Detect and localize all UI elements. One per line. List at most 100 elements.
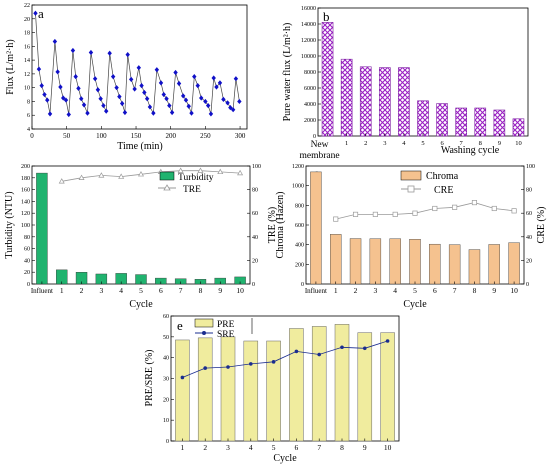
flux-point-diamond xyxy=(70,47,76,54)
x-tick-label: 10 xyxy=(515,140,522,147)
panel-d-cre-line xyxy=(333,200,517,222)
y-tick-label: 10 xyxy=(163,418,169,424)
x-tick-label: 2 xyxy=(203,443,207,452)
panel-e-x-ticks: 1 2 3 4 5 6 7 8 9 10 xyxy=(181,438,392,452)
secondary-point-square xyxy=(452,204,458,210)
flux-point-diamond xyxy=(119,100,125,107)
flux-point-diamond xyxy=(33,10,38,16)
panel-a-y-ticks: 4 6 8 10 12 14 16 18 20 22 xyxy=(24,3,35,133)
secondary-point-triangle xyxy=(138,171,144,177)
y-tick-label: 600 xyxy=(295,223,304,229)
flux-point-diamond xyxy=(164,96,169,102)
panel-b-letter: b xyxy=(323,9,330,24)
panel-b-bars xyxy=(321,22,525,137)
flux-bar xyxy=(417,100,429,137)
y-tick-label: 120 xyxy=(21,211,30,217)
flux-point-diamond xyxy=(55,69,60,75)
flux-bar xyxy=(359,66,372,137)
secondary-point-triangle xyxy=(98,172,105,178)
y-tick-label: 0 xyxy=(313,134,316,140)
y2-tick-label: 80 xyxy=(252,188,258,194)
flux-point-diamond xyxy=(203,98,208,105)
flux-point-diamond xyxy=(189,110,194,116)
panel-c-y-axis-label: Turbidity (NTU) xyxy=(4,191,15,258)
pre-bar xyxy=(220,336,236,442)
secondary-point-square xyxy=(412,210,418,216)
y-tick-label: 6000 xyxy=(304,86,316,92)
flux-point-diamond xyxy=(169,109,175,116)
x-tick-label: 1 xyxy=(334,286,338,295)
x-tick-label-word: membrane xyxy=(299,151,339,161)
y-tick-label: 160 xyxy=(21,188,30,194)
flux-point-diamond xyxy=(125,52,130,58)
x-tick-label: 7 xyxy=(453,286,457,295)
flux-point-diamond xyxy=(225,100,230,106)
bar xyxy=(330,234,342,285)
bar xyxy=(389,238,401,285)
flux-point-diamond xyxy=(101,102,106,109)
flux-point-diamond xyxy=(98,96,103,102)
y-tick-label: 0 xyxy=(27,282,30,288)
panel-d-y2-ticks: 0 20 40 60 80 100 xyxy=(521,164,535,288)
y-tick-label: 10000 xyxy=(301,54,316,60)
y2-tick-label: 20 xyxy=(252,258,258,264)
sre-point xyxy=(294,349,299,354)
panel-e-legend-label-pre: PRE xyxy=(217,320,235,330)
x-tick-label: 7 xyxy=(460,140,464,147)
x-tick-label: 8 xyxy=(473,286,477,295)
y-tick-label: 4 xyxy=(27,127,30,133)
x-tick-label: 9 xyxy=(218,286,222,295)
y-tick-label: 140 xyxy=(21,199,30,205)
y-tick-label: 16 xyxy=(24,44,30,50)
flux-point-diamond xyxy=(221,96,226,102)
x-tick-label: 10 xyxy=(236,286,244,295)
flux-point-diamond xyxy=(208,111,214,117)
panel-e-y-ticks: 0 10 20 30 40 50 60 xyxy=(163,314,174,445)
y2-tick-label: 80 xyxy=(526,188,532,194)
y-tick-label: 8000 xyxy=(304,70,316,76)
y-tick-label: 14 xyxy=(24,58,30,64)
bar xyxy=(369,238,382,285)
x-tick-label: 8 xyxy=(479,140,482,147)
secondary-point-triangle xyxy=(177,167,184,173)
pre-bar xyxy=(289,328,304,442)
panel-a-x-axis-label: Time (min) xyxy=(117,141,162,152)
secondary-point-triangle xyxy=(118,173,125,179)
x-tick-label: 1 xyxy=(181,443,185,452)
x-tick-label: 50 xyxy=(63,132,71,140)
panel-c-plot-frame xyxy=(31,165,251,285)
flux-point-diamond xyxy=(73,74,78,80)
flux-point-diamond xyxy=(107,50,112,56)
x-tick-label: 9 xyxy=(498,140,501,147)
flux-point-diamond xyxy=(217,80,223,86)
y-tick-label: 40 xyxy=(163,356,169,362)
flux-point-diamond xyxy=(52,38,58,45)
y-tick-label: 60 xyxy=(24,247,30,253)
panel-e-pre-sre-chart: e Cycle PRE/SRE (%) 0 10 20 30 40 50 60 1 2 3 4 5 6… xyxy=(144,314,400,464)
x-tick-label: 6 xyxy=(159,286,163,295)
panel-a-x-ticks: 0 50 100 150 200 250 300 xyxy=(30,126,246,140)
secondary-point-square xyxy=(491,205,497,212)
panel-e-legend: PRE SRE xyxy=(194,318,253,340)
y2-tick-label: 0 xyxy=(526,282,529,288)
panel-d-legend: Chroma CRE xyxy=(400,170,459,196)
y-tick-label: 10 xyxy=(24,86,30,92)
y2-tick-label: 100 xyxy=(252,164,261,170)
panel-c-turbidity-chart: c Cycle Turbidity (NTU) TRE (%) 02040608… xyxy=(4,164,278,310)
x-tick-label: 9 xyxy=(363,443,367,452)
panel-d-legend-label-chroma: Chroma xyxy=(426,171,459,182)
flux-point-diamond xyxy=(58,84,63,90)
sre-point xyxy=(271,360,276,364)
flux-point-diamond xyxy=(88,49,94,56)
flux-bar xyxy=(455,107,467,137)
x-tick-label: 10 xyxy=(384,443,392,452)
y-tick-label: 60 xyxy=(163,314,169,320)
flux-bar xyxy=(398,67,410,137)
y-tick-label: 100 xyxy=(21,223,30,229)
y-tick-label: 0 xyxy=(301,282,304,288)
y-tick-label: 200 xyxy=(295,262,304,268)
flux-point-diamond xyxy=(122,109,128,116)
flux-point-diamond xyxy=(233,76,239,82)
flux-point-diamond xyxy=(180,93,186,99)
